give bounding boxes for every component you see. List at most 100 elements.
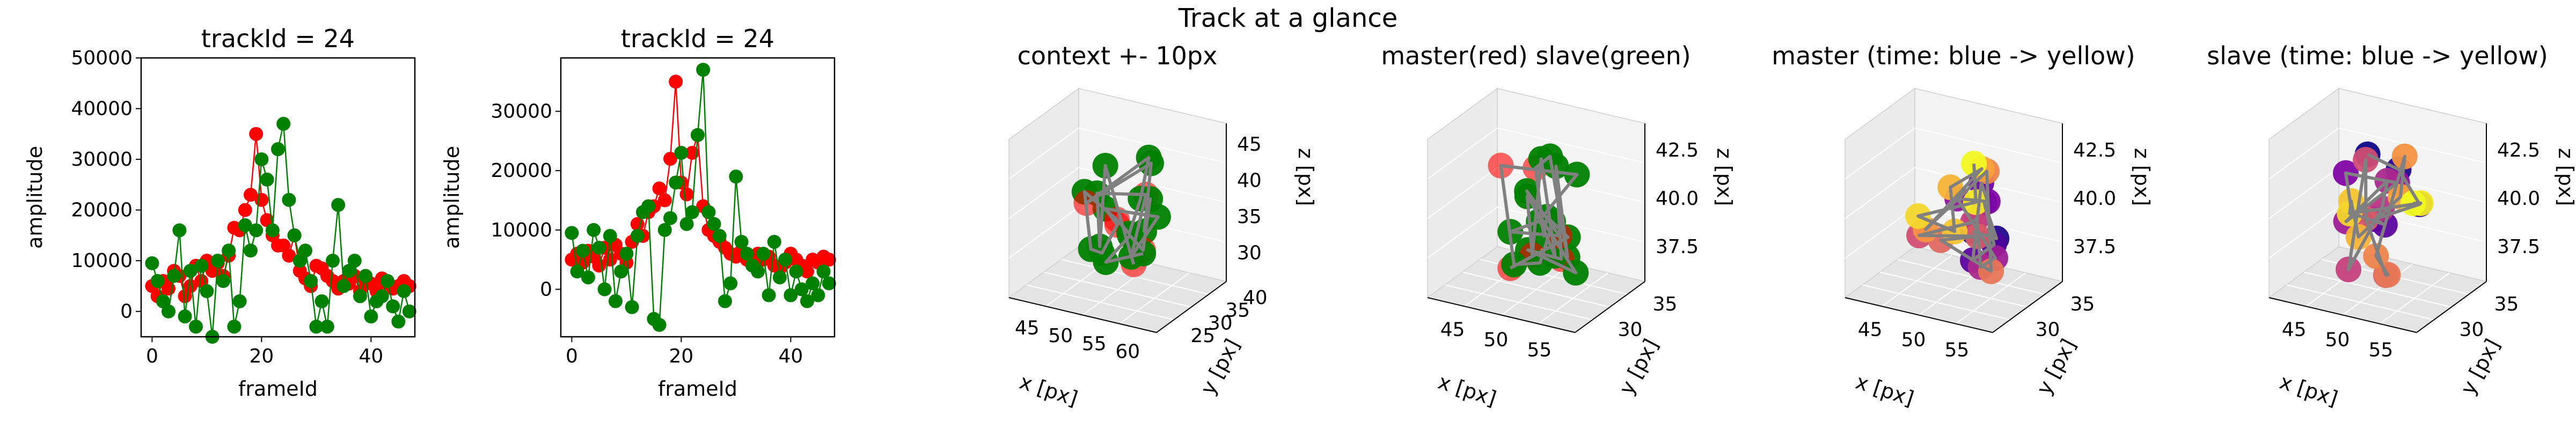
data-point bbox=[740, 247, 754, 261]
chart-panel-3d-slave-time: slave (time: blue -> yellow) 45 50 55 30 35 37… bbox=[2207, 41, 2576, 411]
grid-line bbox=[2268, 206, 2339, 259]
data-point bbox=[260, 172, 274, 187]
z-tick-label: 42.5 bbox=[2497, 139, 2540, 161]
grid-line bbox=[1427, 167, 1498, 219]
data-point bbox=[304, 274, 318, 288]
data-point bbox=[679, 217, 694, 231]
data-point bbox=[326, 254, 340, 268]
y-axis-line bbox=[1992, 281, 2063, 333]
y-axis-label: y [px] bbox=[1614, 335, 1663, 399]
track-path bbox=[1082, 156, 1160, 265]
data-point bbox=[778, 253, 793, 267]
y-tick-label: 35 bbox=[2494, 293, 2519, 315]
data-point bbox=[162, 304, 175, 319]
x-tick-label: 50 bbox=[1048, 325, 1073, 347]
data-point bbox=[734, 234, 749, 249]
chart-panel-1: trackId = 24 0 20 40 0 10000 20000 30000 40000 50… bbox=[23, 24, 416, 401]
y-axis-line bbox=[2416, 281, 2487, 333]
z-tick-label: 40.0 bbox=[2497, 188, 2540, 210]
z-axis-label: z [px] bbox=[2130, 148, 2154, 206]
x-tick-label: 45 bbox=[1858, 319, 1883, 341]
data-point bbox=[669, 175, 683, 190]
y-tick-label: 50000 bbox=[71, 47, 133, 69]
y-tick-label: 35 bbox=[1653, 293, 1678, 315]
data-point bbox=[581, 270, 595, 285]
chart-title: slave (time: blue -> yellow) bbox=[2207, 41, 2548, 70]
data-point bbox=[822, 253, 836, 267]
data-point bbox=[183, 264, 197, 278]
data-point bbox=[167, 269, 181, 283]
series-slave bbox=[145, 116, 416, 344]
x-tick-label: 50 bbox=[2325, 329, 2350, 351]
data-point bbox=[756, 247, 771, 261]
z-axis-label: z [px] bbox=[1713, 148, 1736, 206]
data-point bbox=[282, 248, 296, 263]
y-tick-label: 30000 bbox=[71, 149, 133, 171]
x-tick-label: 55 bbox=[1944, 339, 1969, 361]
chart-panel-3d-master-time: master (time: blue -> yellow) 45 50 55 30 35 3… bbox=[1772, 41, 2154, 411]
data-point bbox=[657, 223, 672, 237]
data-point bbox=[254, 152, 269, 167]
grid-line bbox=[1008, 127, 1079, 180]
y-axis-line bbox=[1575, 281, 1645, 333]
data-point bbox=[402, 304, 416, 319]
y-tick-label: 0 bbox=[540, 278, 552, 300]
data-point bbox=[150, 274, 165, 288]
z-tick-label: 42.5 bbox=[1656, 139, 1699, 161]
y-tick-label: 40000 bbox=[71, 98, 133, 120]
z-tick-label: 37.5 bbox=[2073, 236, 2116, 258]
data-point bbox=[249, 127, 264, 141]
data-point bbox=[587, 223, 601, 237]
marker-cloud bbox=[2332, 141, 2434, 289]
data-point bbox=[565, 226, 579, 240]
grid-line bbox=[2379, 272, 2450, 324]
data-point bbox=[729, 169, 743, 184]
data-point bbox=[657, 193, 672, 208]
data-point bbox=[685, 205, 699, 219]
data-point bbox=[597, 282, 612, 297]
plot-frame bbox=[560, 57, 836, 338]
x-axis-label: frameId bbox=[238, 377, 318, 401]
y-axis-label: amplitude bbox=[440, 146, 464, 249]
x-tick-label: 40 bbox=[358, 345, 383, 367]
z-tick-label: 40 bbox=[1237, 169, 1262, 191]
grid-line bbox=[1497, 127, 1645, 164]
data-point bbox=[227, 320, 241, 334]
data-point bbox=[751, 264, 765, 279]
data-point bbox=[652, 317, 667, 332]
data-point bbox=[309, 320, 324, 334]
grid-line bbox=[2338, 127, 2487, 164]
x-tick-label: 45 bbox=[2282, 319, 2307, 341]
data-point bbox=[145, 256, 159, 270]
x-axis-label: x [px] bbox=[1436, 370, 1499, 411]
grid-line bbox=[1427, 127, 1498, 180]
data-point bbox=[200, 284, 214, 298]
data-point bbox=[811, 288, 825, 302]
data-point bbox=[314, 294, 329, 308]
data-point bbox=[232, 294, 247, 308]
x-axis-label: frameId bbox=[658, 377, 737, 401]
z-tick-label: 42.5 bbox=[2073, 139, 2116, 161]
data-point bbox=[609, 294, 623, 308]
data-point bbox=[249, 223, 264, 238]
data-point bbox=[679, 187, 694, 202]
y-axis-label: y [px] bbox=[2032, 335, 2081, 399]
data-point bbox=[619, 247, 634, 261]
data-point bbox=[380, 274, 394, 288]
data-point bbox=[172, 223, 187, 238]
grid-line bbox=[1497, 206, 1645, 243]
data-point bbox=[630, 228, 645, 243]
data-point bbox=[663, 152, 677, 166]
data-point bbox=[800, 264, 814, 279]
data-point bbox=[254, 193, 269, 207]
data-point bbox=[238, 218, 252, 232]
x-axis-line bbox=[1427, 297, 1576, 333]
data-point bbox=[773, 270, 787, 285]
marker-cloud bbox=[1071, 144, 1171, 278]
data-point bbox=[238, 203, 252, 217]
grid-line bbox=[1119, 272, 1190, 324]
data-point bbox=[331, 198, 346, 212]
chart-title: trackId = 24 bbox=[621, 24, 774, 53]
data-point bbox=[347, 254, 362, 268]
marker-cloud bbox=[1905, 151, 2010, 284]
